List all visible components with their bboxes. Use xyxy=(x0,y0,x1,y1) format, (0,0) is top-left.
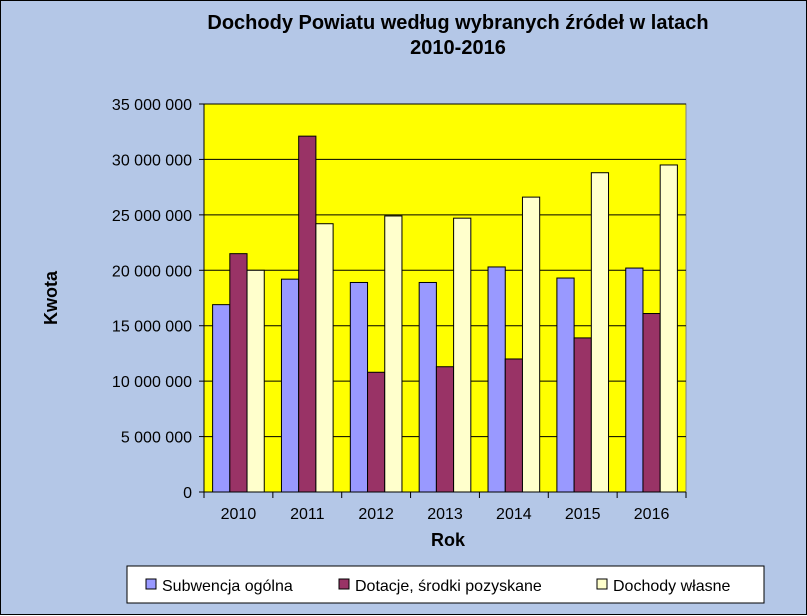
bar xyxy=(246,269,265,493)
y-tick-label: 30 000 000 xyxy=(112,152,192,169)
bar xyxy=(556,277,575,493)
x-tick-label: 2015 xyxy=(565,506,601,523)
bar xyxy=(212,304,231,493)
y-tick-label: 35 000 000 xyxy=(112,97,192,114)
legend-label: Subwencja ogólna xyxy=(162,578,293,595)
y-tick-label: 5 000 000 xyxy=(121,430,192,447)
x-tick-label: 2011 xyxy=(290,506,325,523)
bar xyxy=(298,135,317,493)
bar xyxy=(229,253,248,493)
y-tick-label: 0 xyxy=(183,485,192,502)
bar xyxy=(435,366,455,493)
chart-title-line-1: Dochody Powiatu według wybranych źródeł … xyxy=(207,12,708,34)
x-tick-label: 2016 xyxy=(634,506,670,523)
bar xyxy=(280,278,300,493)
y-axis: 0 5 000 000 10 000 000 15 000 000 20 000 000… xyxy=(112,97,205,502)
legend-swatch xyxy=(145,578,157,590)
bars xyxy=(212,135,678,493)
bar xyxy=(349,281,369,493)
bar xyxy=(504,358,523,493)
x-tick-label: 2013 xyxy=(427,506,463,523)
y-tick-label: 15 000 000 xyxy=(112,319,192,336)
legend-label: Dochody własne xyxy=(613,578,731,595)
x-axis: 2010 2011 2012 2013 2014 2015 2016 xyxy=(203,491,687,523)
x-tick-label: 2010 xyxy=(221,506,257,523)
bar xyxy=(367,371,386,493)
bar xyxy=(384,215,403,493)
chart-title-line-2: 2010-2016 xyxy=(410,37,506,59)
legend-label: Dotacje, środki pozyskane xyxy=(355,578,542,595)
legend-swatch xyxy=(338,578,350,590)
bar xyxy=(642,313,661,493)
legend-box xyxy=(126,565,765,604)
bar xyxy=(573,337,592,493)
y-tick-label: 25 000 000 xyxy=(112,208,192,225)
bar xyxy=(453,217,472,493)
bar xyxy=(659,164,678,493)
bar xyxy=(521,196,541,493)
y-tick-label: 20 000 000 xyxy=(112,263,192,280)
bar xyxy=(418,281,437,493)
x-tick-label: 2012 xyxy=(358,506,394,523)
x-tick-label: 2014 xyxy=(496,506,532,523)
y-tick-label: 10 000 000 xyxy=(112,374,192,391)
bar xyxy=(487,266,506,493)
legend-swatch xyxy=(596,578,608,590)
x-axis-title: Rok xyxy=(431,530,466,550)
bar xyxy=(625,267,644,493)
bar xyxy=(590,172,610,493)
legend: Subwencja ogólna Dotacje, środki pozyskan… xyxy=(126,565,765,604)
y-axis-title: Kwota xyxy=(41,270,61,325)
bar xyxy=(315,223,334,493)
